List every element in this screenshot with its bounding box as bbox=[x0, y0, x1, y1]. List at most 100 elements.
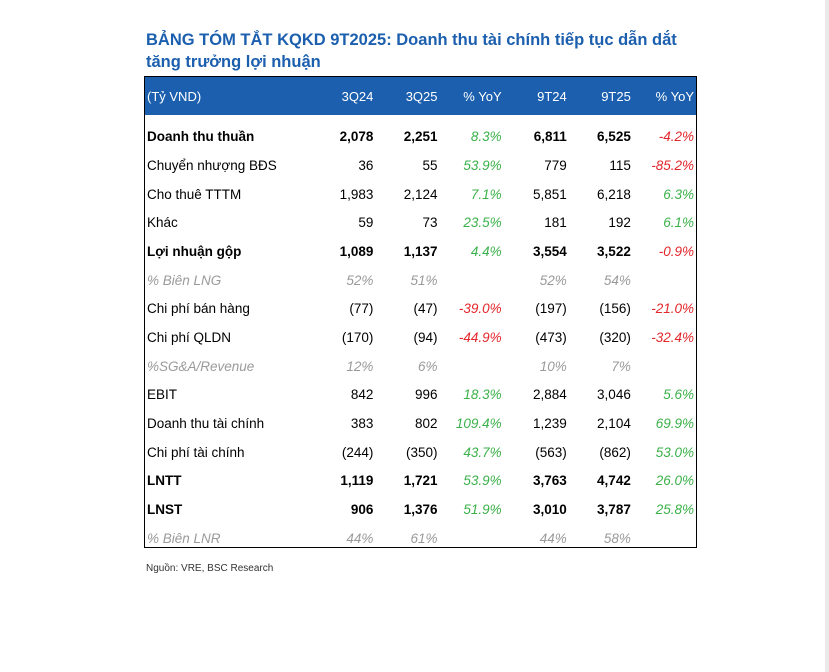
table-cell: (170) bbox=[341, 329, 374, 345]
table-cell: 6,218 bbox=[597, 186, 631, 202]
table-cell: 44% bbox=[539, 530, 567, 546]
header-9t25: 9T25 bbox=[601, 88, 631, 104]
table-cell: 3,046 bbox=[597, 387, 631, 403]
table-cell bbox=[438, 524, 502, 553]
table-header-row: (Tỷ VND) 3Q24 3Q25 % YoY 9T24 9T25 % YoY bbox=[145, 77, 696, 115]
financial-table: (Tỷ VND) 3Q24 3Q25 % YoY 9T24 9T25 % YoY… bbox=[145, 77, 696, 553]
table-cell: 52% bbox=[539, 272, 567, 288]
table-cell: 6% bbox=[418, 358, 438, 374]
table-cell bbox=[438, 352, 502, 381]
row-label: Chuyển nhượng BĐS bbox=[147, 157, 277, 173]
row-label: Chi phí bán hàng bbox=[147, 301, 250, 317]
row-label: EBIT bbox=[147, 387, 178, 403]
table-cell: 6.1% bbox=[663, 215, 694, 231]
table-cell: 2,251 bbox=[403, 128, 438, 144]
table-cell: 5.6% bbox=[663, 387, 694, 403]
table-cell: 1,119 bbox=[340, 473, 374, 489]
row-label: Lợi nhuận gộp bbox=[147, 243, 242, 259]
table-cell: 23.5% bbox=[463, 215, 502, 231]
table-cell: (156) bbox=[599, 301, 631, 317]
table-row: Doanh thu tài chính 383 802 109.4% 1,239 2,10… bbox=[145, 409, 696, 438]
table-row: Cho thuê TTTM 1,983 2,124 7.1% 5,851 6,218 6.3… bbox=[145, 180, 696, 209]
row-label: Khác bbox=[147, 215, 178, 231]
table-row: Chi phí QLDN (170) (94) -44.9% (473) (320) -32… bbox=[145, 323, 696, 352]
table-cell: 6,811 bbox=[533, 128, 567, 144]
table-cell: 59 bbox=[358, 215, 374, 231]
table-cell: 43.7% bbox=[463, 444, 502, 460]
table-cell: 26.0% bbox=[655, 473, 694, 489]
row-label: % Biên LNR bbox=[147, 530, 221, 546]
row-label: %SG&A/Revenue bbox=[147, 358, 255, 374]
row-label: LNST bbox=[147, 502, 183, 518]
source-note: Nguồn: VRE, BSC Research bbox=[146, 563, 274, 574]
table-cell: 2,104 bbox=[597, 416, 631, 432]
row-label: Chi phí QLDN bbox=[147, 329, 232, 345]
table-cell: 1,721 bbox=[403, 473, 438, 489]
table-cell: 2,884 bbox=[532, 387, 567, 403]
table-row: Lợi nhuận gộp 1,089 1,137 4.4% 3,554 3,522 -0.… bbox=[145, 237, 696, 266]
table-row: Chi phí tài chính (244) (350) 43.7% (563) (86… bbox=[145, 438, 696, 467]
table-cell: 906 bbox=[350, 502, 374, 518]
table-cell: 53.9% bbox=[463, 473, 502, 489]
table-cell: 2,078 bbox=[339, 128, 374, 144]
table-cell: -21.0% bbox=[651, 301, 694, 317]
summary-table: (Tỷ VND) 3Q24 3Q25 % YoY 9T24 9T25 % YoY… bbox=[144, 76, 697, 548]
table-row: Khác 59 73 23.5% 181 192 6.1% bbox=[145, 208, 696, 237]
table-cell: 25.8% bbox=[655, 502, 694, 518]
table-cell: 58% bbox=[603, 530, 631, 546]
table-cell bbox=[438, 266, 502, 295]
header-yoy-9m: % YoY bbox=[655, 88, 694, 104]
table-cell: 54% bbox=[603, 272, 631, 288]
table-cell: 192 bbox=[608, 215, 631, 231]
table-cell: 12% bbox=[346, 358, 374, 374]
table-cell: (77) bbox=[349, 301, 374, 317]
row-label: LNTT bbox=[147, 473, 182, 489]
row-label: Doanh thu tài chính bbox=[147, 416, 265, 432]
table-row: LNST 906 1,376 51.9% 3,010 3,787 25.8% bbox=[145, 495, 696, 524]
table-row: Doanh thu thuần 2,078 2,251 8.3% 6,811 6,525 -… bbox=[145, 115, 696, 151]
table-cell bbox=[631, 266, 696, 295]
table-cell: 61% bbox=[410, 530, 438, 546]
table-cell: 52% bbox=[346, 272, 374, 288]
table-cell: (197) bbox=[535, 301, 567, 317]
table-cell bbox=[631, 524, 696, 553]
row-label: Doanh thu thuần bbox=[147, 128, 255, 144]
table-row: EBIT 842 996 18.3% 2,884 3,046 5.6% bbox=[145, 381, 696, 410]
table-cell bbox=[631, 352, 696, 381]
table-cell: -0.9% bbox=[658, 243, 694, 259]
table-cell: 3,787 bbox=[597, 502, 631, 518]
table-cell: 3,554 bbox=[532, 243, 567, 259]
table-cell: 7.1% bbox=[470, 186, 502, 202]
header-unit: (Tỷ VND) bbox=[147, 88, 202, 104]
table-cell: -44.9% bbox=[458, 329, 502, 345]
table-cell: 1,376 bbox=[403, 502, 438, 518]
table-cell: (94) bbox=[413, 329, 438, 345]
table-cell: 18.3% bbox=[463, 387, 502, 403]
table-cell: 3,763 bbox=[532, 473, 567, 489]
row-label: % Biên LNG bbox=[147, 272, 222, 288]
header-3q24: 3Q24 bbox=[341, 88, 374, 104]
header-3q25: 3Q25 bbox=[405, 88, 438, 104]
table-cell: (862) bbox=[599, 444, 631, 460]
table-cell: 383 bbox=[350, 416, 374, 432]
header-yoy-quarter: % YoY bbox=[463, 88, 502, 104]
table-cell: 5,851 bbox=[532, 186, 567, 202]
table-cell: 53.0% bbox=[655, 444, 694, 460]
table-cell: 2,124 bbox=[403, 186, 438, 202]
table-cell: 1,089 bbox=[339, 243, 374, 259]
table-cell: 10% bbox=[539, 358, 567, 374]
table-cell: 4,742 bbox=[597, 473, 631, 489]
table-cell: 6.3% bbox=[663, 186, 694, 202]
table-cell: 1,983 bbox=[339, 186, 374, 202]
table-cell: -39.0% bbox=[458, 301, 502, 317]
table-cell: 842 bbox=[350, 387, 374, 403]
table-row: LNTT 1,119 1,721 53.9% 3,763 4,742 26.0% bbox=[145, 467, 696, 496]
table-row: Chi phí bán hàng (77) (47) -39.0% (197) (156)… bbox=[145, 294, 696, 323]
table-cell: -32.4% bbox=[651, 329, 694, 345]
table-cell: 4.4% bbox=[470, 243, 502, 259]
table-cell: 69.9% bbox=[655, 416, 694, 432]
table-cell: (563) bbox=[535, 444, 567, 460]
table-cell: 779 bbox=[544, 157, 567, 173]
table-row: Chuyển nhượng BĐS 36 55 53.9% 779 115 -85.2% bbox=[145, 151, 696, 180]
table-cell: (473) bbox=[535, 329, 567, 345]
